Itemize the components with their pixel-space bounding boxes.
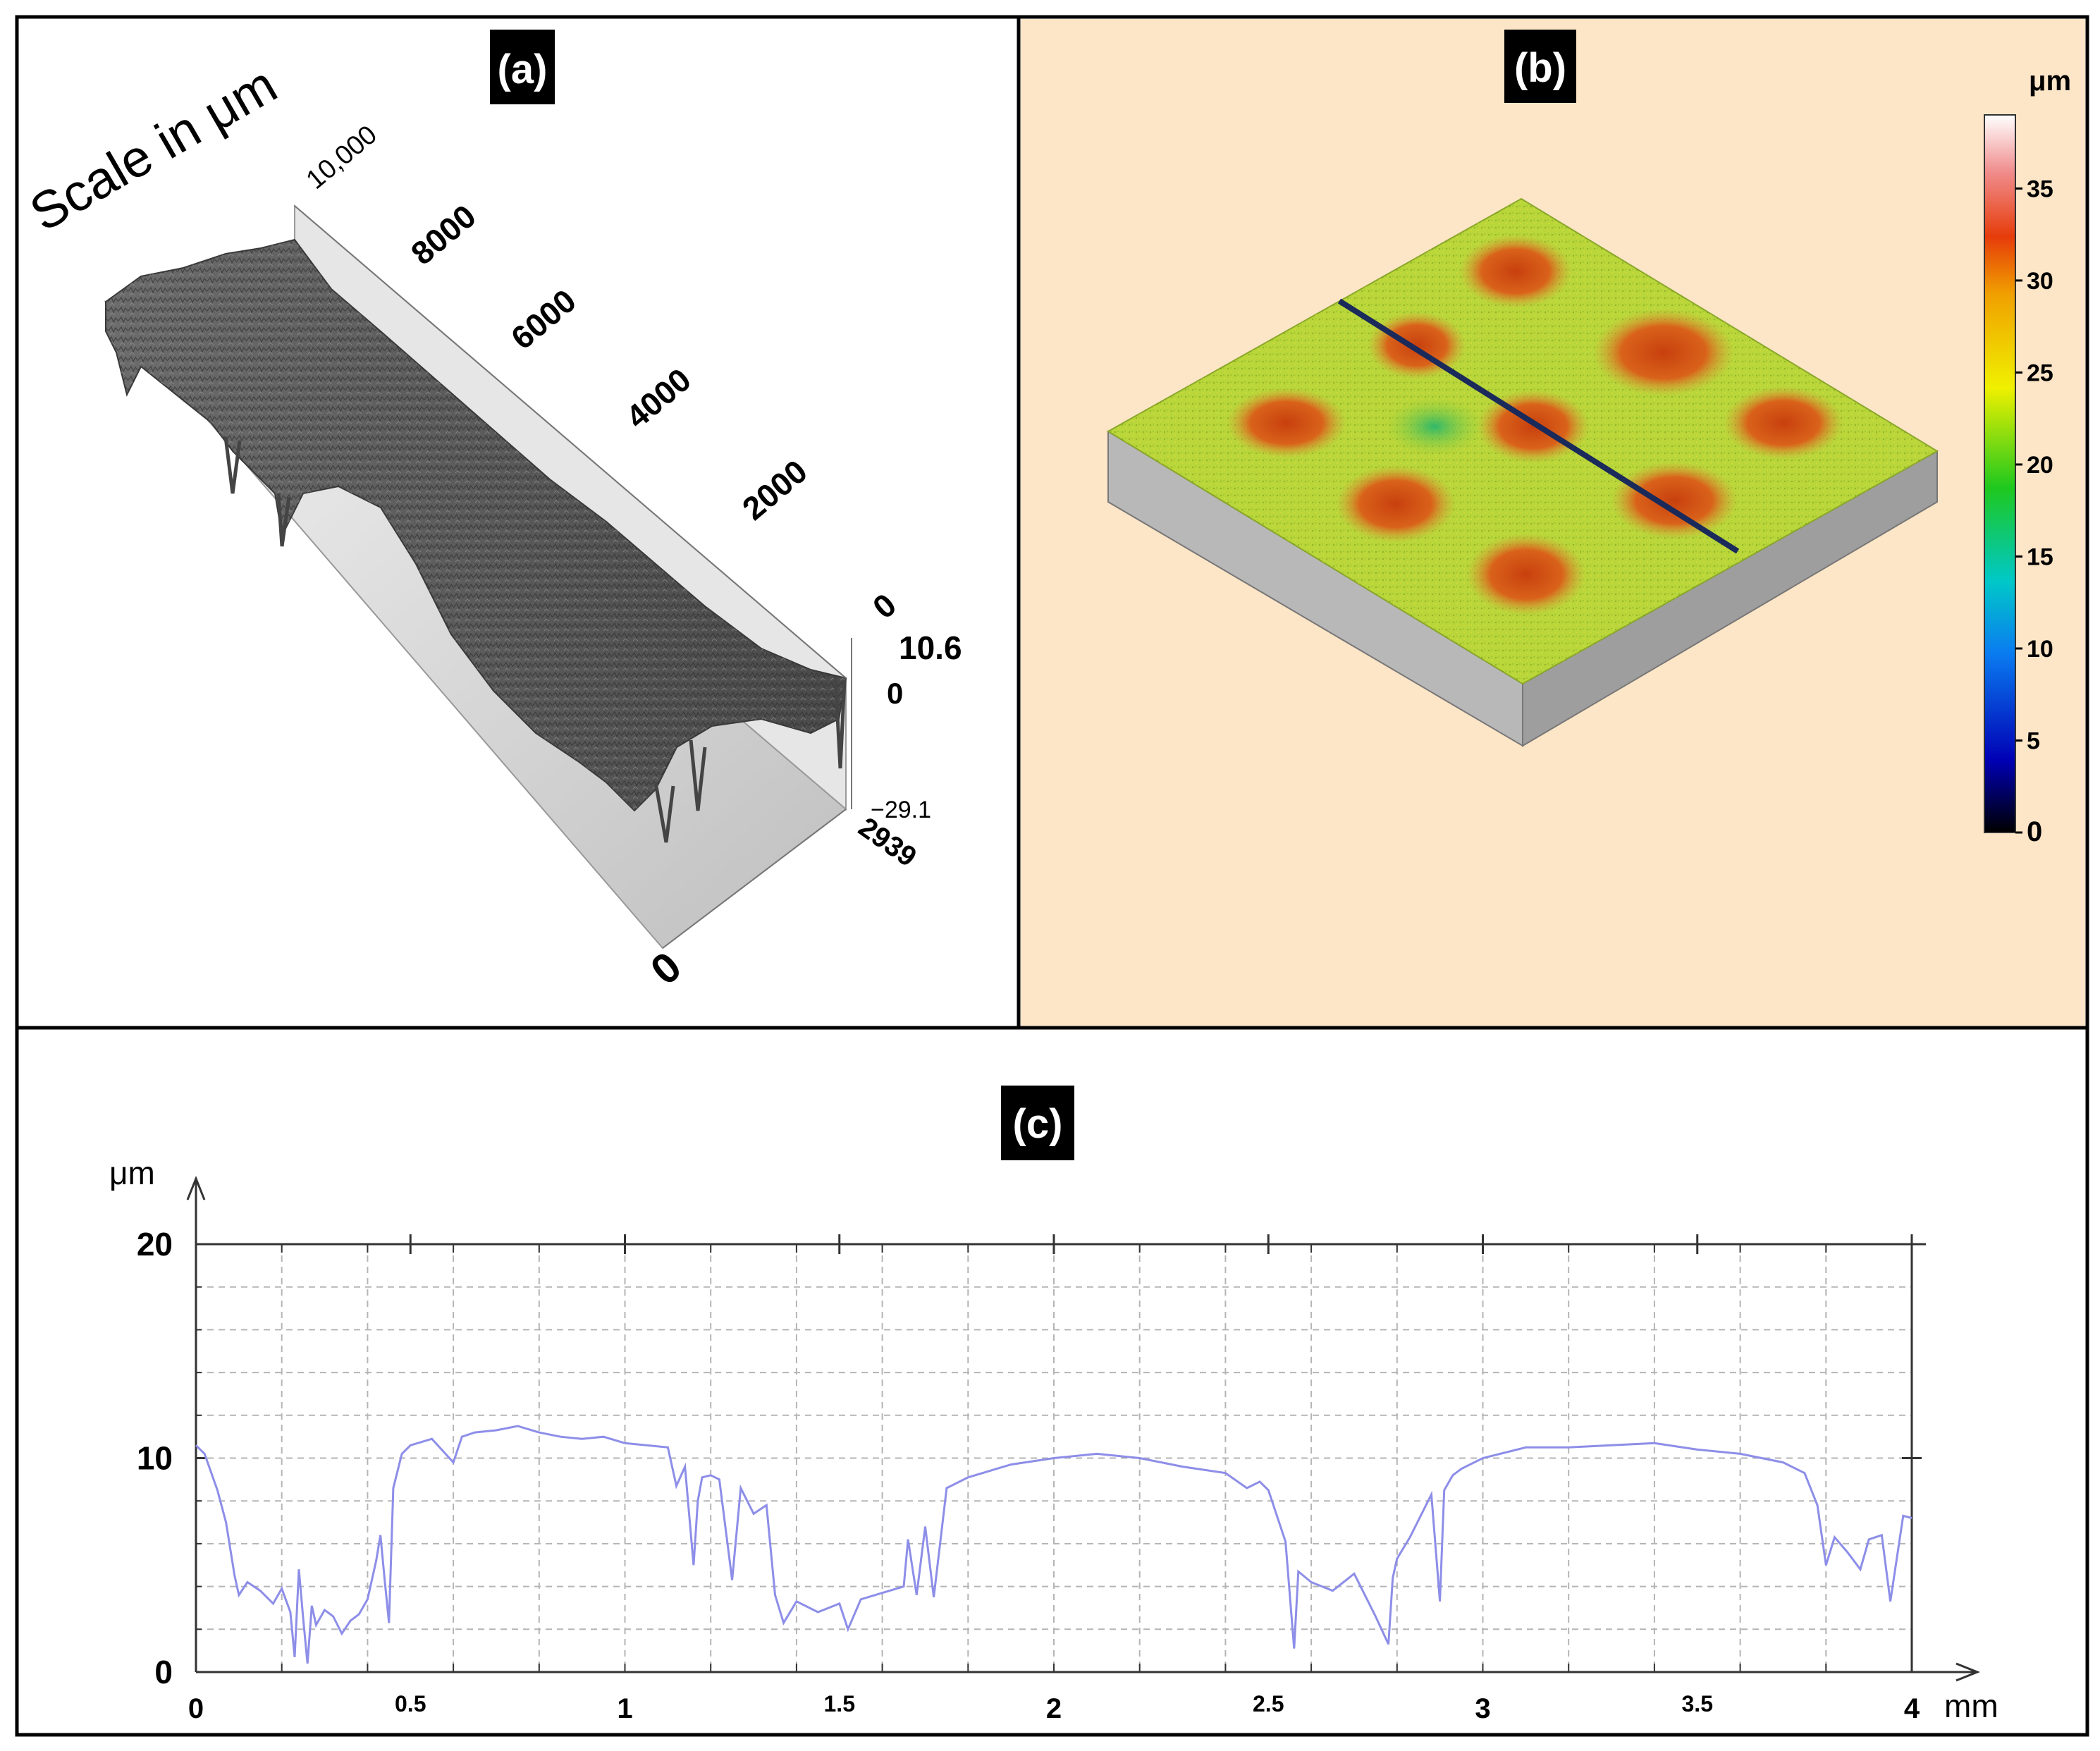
panel-b-bump: [1227, 388, 1346, 458]
panel-b: (b) μm 35 30 25 20 15 10 5 0: [1021, 19, 2085, 1026]
panel-b-bump: [1336, 465, 1456, 543]
panel-a-height-tick-top: 10.6: [899, 629, 962, 666]
panel-a-height-tick-zero: 0: [887, 677, 903, 710]
y-tick-label: 20: [137, 1226, 173, 1262]
panel-b-tag: (b): [1514, 45, 1566, 91]
colorbar-tick-label: 30: [2027, 268, 2053, 295]
colorbar-tick-label: 15: [2027, 543, 2053, 570]
panel-b-bump: [1724, 386, 1843, 460]
panel-a-scale-title: Scale in μm: [20, 55, 287, 242]
x-tick-label: 1.5: [824, 1691, 855, 1716]
panel-b-bump: [1466, 534, 1586, 615]
panel-a-tag: (a): [498, 47, 548, 92]
panel-b-dip: [1385, 397, 1484, 456]
chart-ticks: 0 0.5 1 1.5 2 2.5 3 3.5 4 0 10 20: [137, 1226, 1922, 1724]
colorbar-tick-label: 20: [2027, 452, 2053, 479]
panel-a-spikes: [223, 436, 847, 843]
panel-a-length-tick-4000: 4000: [619, 361, 698, 436]
panel-a: (a) Scale in μm 10,000 8000 6000 4000 20…: [20, 30, 962, 994]
x-tick-label: 0.5: [395, 1691, 426, 1716]
x-tick-label: 0: [188, 1693, 204, 1724]
x-axis-arrow: [1955, 1662, 1981, 1682]
colorbar-tick-label: 35: [2027, 176, 2053, 202]
y-tick-label: 0: [154, 1654, 173, 1690]
colorbar-tick-label: 10: [2027, 636, 2053, 663]
figure-frame: [15, 15, 2089, 1737]
panel-c: (c) 0 0.5 1 1.5 2 2.5 3 3.5 4 0 10 20 μm mm: [109, 1086, 1998, 1724]
panel-a-width-tick-near: 0: [641, 942, 690, 994]
panel-a-height-tick-bottom: −29.1: [871, 797, 931, 823]
panel-b-tag-bg: [1504, 30, 1576, 103]
panel-a-length-tick-2000: 2000: [735, 453, 814, 527]
panel-b-profile-line: [1337, 298, 1740, 554]
panel-a-length-tick-10000: 10,000: [301, 120, 383, 195]
panel-b-colorbar-unit: μm: [2029, 66, 2071, 97]
y-tick-label: 10: [137, 1440, 173, 1477]
panel-a-width-axis: [662, 809, 847, 949]
colorbar-tick-label: 25: [2027, 360, 2053, 386]
chart-y-label: μm: [109, 1155, 155, 1191]
chart-series-line: [195, 1425, 1912, 1664]
colorbar-tick-label: 5: [2027, 727, 2040, 754]
panel-a-length-tick-6000: 6000: [504, 282, 583, 357]
panel-b-bump: [1459, 235, 1572, 308]
x-tick-label: 2.5: [1253, 1691, 1284, 1716]
panel-c-tag-bg: [1001, 1086, 1074, 1160]
x-tick-label: 1: [617, 1693, 632, 1724]
colorbar-tick-label: 0: [2027, 816, 2042, 847]
panel-a-length-tick-0: 0: [866, 586, 903, 625]
panel-b-colorbar-ticks: 35 30 25 20 15 10 5 0: [2015, 176, 2053, 847]
x-tick-label: 3.5: [1682, 1691, 1713, 1716]
panel-a-tag-bg: [490, 30, 555, 104]
panel-b-colorbar: [1984, 114, 2016, 833]
x-tick-label: 4: [1904, 1693, 1920, 1724]
y-axis-arrow: [186, 1175, 206, 1200]
panel-a-length-tick-8000: 8000: [404, 197, 483, 272]
chart-x-label: mm: [1944, 1688, 1998, 1724]
panel-b-bump: [1611, 462, 1738, 539]
panel-a-surface-texture: [106, 240, 846, 811]
panel-b-bump: [1593, 309, 1734, 396]
panel-c-tag: (c): [1013, 1101, 1063, 1147]
panel-a-length-axis: [294, 205, 847, 679]
x-tick-label: 2: [1046, 1693, 1062, 1724]
chart-axes: [186, 1175, 1981, 1682]
x-tick-label: 3: [1475, 1693, 1490, 1724]
